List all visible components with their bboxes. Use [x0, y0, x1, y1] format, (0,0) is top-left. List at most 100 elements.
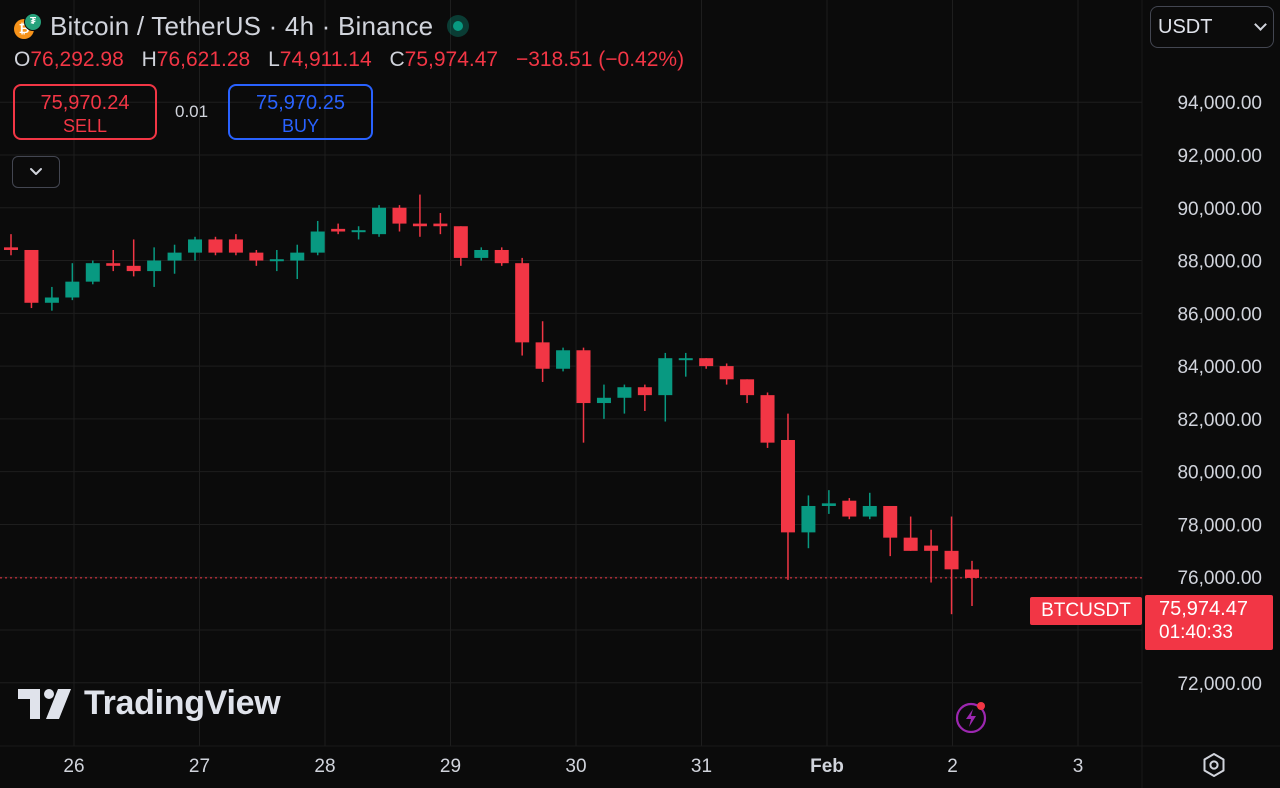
candle-up — [147, 247, 162, 287]
candle-body — [44, 297, 59, 303]
candle-body — [228, 239, 243, 253]
time-tick-label: 2 — [947, 756, 958, 777]
candle-down — [903, 516, 918, 551]
candle-down — [208, 236, 223, 256]
time-tick-label: 28 — [314, 756, 335, 777]
candle-up — [188, 236, 203, 261]
candle-down — [535, 321, 550, 382]
price-tick-label: 90,000.00 — [1177, 199, 1262, 220]
candle-down — [842, 498, 857, 520]
candle-down — [965, 560, 979, 606]
candle-down — [637, 384, 652, 411]
chevron-down-icon — [1254, 18, 1267, 31]
candle-body — [862, 505, 877, 517]
candle-body — [801, 505, 816, 533]
tradingview-logo[interactable]: TradingView — [18, 684, 281, 723]
candle-body — [208, 239, 223, 253]
time-tick-label: 30 — [565, 756, 586, 777]
buy-label: BUY — [281, 116, 319, 136]
candle-body — [576, 350, 591, 404]
candle-up — [310, 220, 325, 256]
candle-down — [249, 249, 264, 266]
close-value: 75,974.47 — [404, 48, 499, 71]
candle-body — [24, 249, 39, 303]
open-label: O — [14, 48, 31, 71]
candle-down — [719, 363, 734, 385]
symbol-header[interactable]: ₿ ₮ Bitcoin / TetherUS · 4h · Binance — [14, 8, 470, 44]
candle-body — [85, 263, 100, 282]
candle-down — [883, 505, 898, 557]
sell-price: 75,970.24 — [40, 92, 130, 114]
sell-label: SELL — [62, 116, 108, 136]
time-axis[interactable]: 26 27 28 29 30 31 Feb 2 3 — [63, 756, 1083, 777]
candle-down — [433, 213, 448, 235]
lightning-alert-icon[interactable] — [955, 701, 987, 733]
close-label: C — [389, 48, 405, 71]
candle-down — [740, 379, 755, 404]
candle-body — [453, 226, 468, 258]
candle-body — [494, 249, 509, 264]
collapse-legend-button[interactable] — [12, 156, 60, 188]
candle-body — [474, 249, 489, 258]
candle-body — [433, 223, 448, 227]
candle-up — [596, 384, 611, 419]
candle-body — [678, 358, 693, 361]
price-tick-label: 88,000.00 — [1177, 252, 1262, 273]
candle-body — [637, 387, 652, 396]
candle-body — [412, 223, 427, 227]
currency-select[interactable]: USDT — [1150, 6, 1274, 48]
candle-body — [965, 569, 979, 578]
candle-down — [780, 413, 795, 580]
candle-body — [4, 247, 18, 250]
candle-up — [678, 352, 693, 377]
candle-up — [85, 260, 100, 285]
candle-up — [556, 347, 571, 372]
candle-up — [617, 384, 632, 414]
bar-countdown: 01:40:33 — [1159, 622, 1233, 643]
candle-body — [903, 537, 918, 551]
symbol-title[interactable]: Bitcoin / TetherUS · 4h · Binance — [50, 10, 434, 41]
low-value: 74,911.14 — [279, 48, 372, 71]
candle-body — [188, 239, 203, 253]
candle-up — [167, 244, 182, 274]
ohlc-legend: O76,292.98 H76,621.28 L74,911.14 C75,974… — [14, 48, 696, 72]
change-value: −318.51 (−0.42%) — [515, 48, 685, 71]
time-tick-label: 26 — [63, 756, 84, 777]
candle-down — [453, 226, 468, 266]
candle-body — [535, 342, 550, 369]
spread-value: 0.01 — [175, 102, 209, 121]
candle-body — [719, 366, 734, 380]
candle-down — [699, 358, 714, 369]
candle-body — [740, 379, 755, 396]
sell-button[interactable]: 75,970.24 SELL — [13, 84, 157, 140]
price-tick-label: 72,000.00 — [1177, 674, 1262, 695]
candle-body — [617, 387, 632, 398]
price-tick-label: 84,000.00 — [1177, 357, 1262, 378]
candle-up — [65, 263, 80, 301]
candle-up — [862, 492, 877, 520]
candle-body — [780, 440, 795, 533]
buy-button[interactable]: 75,970.25 BUY — [228, 84, 373, 140]
candle-body — [310, 231, 325, 253]
candle-down — [924, 529, 939, 583]
candle-body — [821, 503, 836, 506]
price-tick-label: 82,000.00 — [1177, 410, 1262, 431]
candle-body — [351, 230, 366, 233]
candle-body — [883, 505, 898, 538]
candle-down — [331, 223, 346, 235]
candle-body — [249, 252, 264, 261]
candle-up — [821, 490, 836, 514]
candle-down — [494, 247, 509, 266]
candle-body — [944, 550, 959, 570]
candle-down — [412, 194, 427, 237]
settings-icon[interactable] — [1200, 751, 1228, 779]
candle-body — [331, 228, 346, 232]
candle-body — [658, 358, 673, 396]
candle-down — [392, 205, 407, 232]
symbol-price-tag: BTCUSDT — [1030, 597, 1142, 625]
candle-body — [392, 207, 407, 224]
last-price-value: 75,974.47 — [1159, 598, 1248, 620]
price-tick-label: 76,000.00 — [1177, 568, 1262, 589]
currency-value: USDT — [1158, 15, 1213, 38]
